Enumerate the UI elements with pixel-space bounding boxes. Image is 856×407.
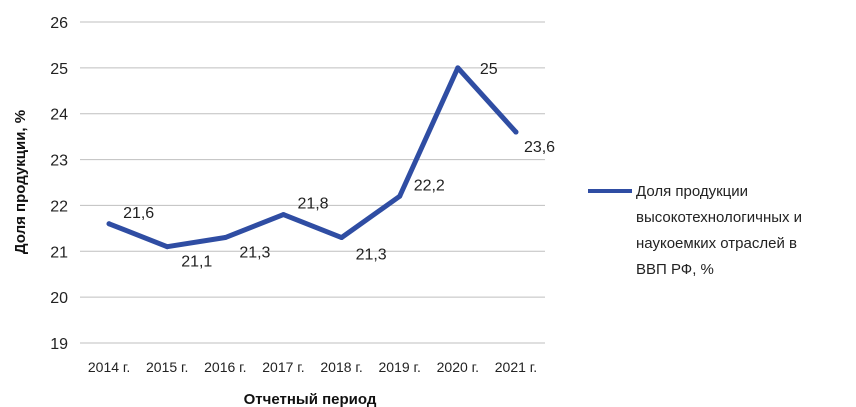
x-tick-label: 2017 г.	[262, 359, 304, 375]
data-label: 23,6	[524, 139, 555, 156]
data-point	[397, 193, 403, 199]
data-label: 21,3	[356, 247, 387, 264]
y-tick-label: 21	[50, 244, 68, 261]
legend-label-line-1: Доля продукции	[636, 183, 748, 200]
x-axis-ticks: 2014 г. 2015 г. 2016 г. 2017 г. 2018 г. 2019 …	[88, 359, 537, 375]
y-tick-label: 23	[50, 153, 68, 170]
data-point	[222, 235, 228, 241]
data-point	[513, 129, 519, 135]
x-tick-label: 2019 г.	[379, 359, 421, 375]
data-label: 21,1	[181, 254, 212, 271]
y-tick-label: 25	[50, 61, 68, 78]
legend-label-line-3: наукоемких отраслей в	[636, 235, 797, 252]
x-tick-label: 2018 г.	[320, 359, 362, 375]
data-label: 22,2	[414, 177, 445, 194]
y-axis-ticks: 19 20 21 22 23 24 25 26	[50, 15, 68, 353]
x-tick-label: 2021 г.	[495, 359, 537, 375]
data-point	[280, 212, 286, 218]
data-point	[455, 65, 461, 71]
y-tick-label: 26	[50, 15, 68, 32]
legend-label-line-2: высокотехнологичных и	[636, 209, 802, 226]
data-label: 21,3	[239, 245, 270, 262]
y-tick-label: 22	[50, 198, 68, 215]
data-point	[164, 244, 170, 250]
series-line	[106, 65, 519, 250]
x-tick-label: 2016 г.	[204, 359, 246, 375]
x-tick-label: 2020 г.	[437, 359, 479, 375]
data-point	[339, 235, 345, 241]
x-axis-title: Отчетный период	[244, 391, 377, 407]
y-axis-title: Доля продукции, %	[12, 110, 29, 254]
legend: Доля продукции высокотехнологичных и нау…	[588, 183, 806, 278]
grid-lines	[80, 21, 545, 344]
y-tick-label: 20	[50, 290, 68, 307]
data-label: 21,6	[123, 205, 154, 222]
x-tick-label: 2015 г.	[146, 359, 188, 375]
data-label: 21,8	[297, 196, 328, 213]
data-labels: 21,6 21,1 21,3 21,8 21,3 22,2 25 23,6	[123, 61, 555, 271]
y-tick-label: 24	[50, 107, 68, 124]
data-point	[106, 221, 112, 227]
y-tick-label: 19	[50, 336, 68, 353]
legend-label: Доля продукции высокотехнологичных и нау…	[636, 183, 806, 278]
series-layer	[106, 65, 519, 250]
x-tick-label: 2014 г.	[88, 359, 130, 375]
legend-label-line-4: ВВП РФ, %	[636, 261, 714, 278]
data-label: 25	[480, 61, 498, 78]
